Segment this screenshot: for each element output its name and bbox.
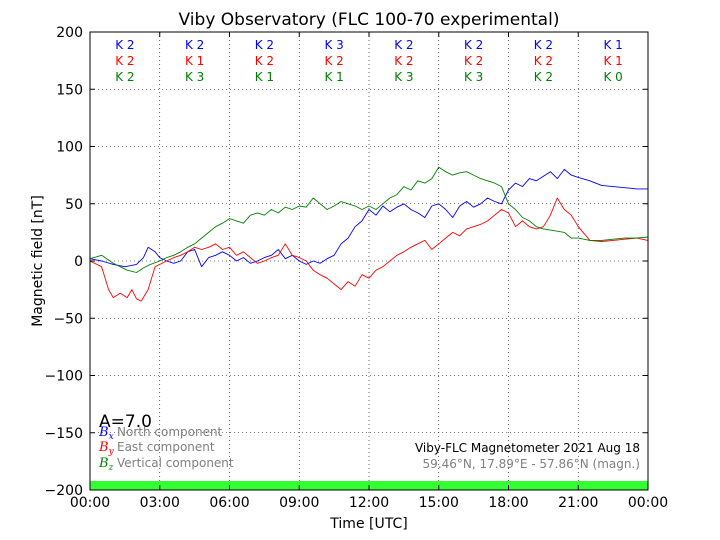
y-tick-label: −50 [53, 311, 83, 327]
legend-symbol-north: Bx [98, 425, 114, 442]
x-tick-label: 21:00 [558, 495, 598, 511]
x-tick-label: 18:00 [488, 495, 528, 511]
k-index-east: K 2 [324, 54, 343, 68]
series-line-north [90, 168, 648, 268]
k-index-vertical: K 3 [185, 70, 204, 84]
y-axis-title: Magnetic field [nT] [30, 195, 46, 327]
k-index-table: K 2 K 2 K 2 K 3 K 2 K 2 K 2 K 1 K 2 K 1 K 2 K 2 K 2 K… [115, 38, 623, 84]
series-line-east [90, 197, 648, 302]
k-index-north: K 1 [603, 38, 622, 52]
x-tick-label: 12:00 [349, 495, 389, 511]
x-tick-label: 09:00 [279, 495, 319, 511]
k-index-vertical: K 0 [603, 70, 622, 84]
k-index-vertical: K 2 [115, 70, 134, 84]
k-index-north: K 2 [255, 38, 274, 52]
legend-symbol-vertical: Bz [98, 456, 114, 473]
k-index-vertical: K 1 [255, 70, 274, 84]
x-tick-label: 06:00 [209, 495, 249, 511]
x-tick-label: 15:00 [419, 495, 459, 511]
k-index-north: K 2 [115, 38, 134, 52]
x-tick-label: 00:00 [628, 495, 668, 511]
axis-ticks: 00:00 03:00 06:00 09:00 12:00 15:00 18:00 21:00… [45, 25, 669, 511]
legend-label-east: East component [117, 440, 215, 454]
k-index-east: K 2 [534, 54, 553, 68]
k-index-vertical: K 1 [324, 70, 343, 84]
k-index-north: K 2 [394, 38, 413, 52]
legend-entry-vertical: Bz Vertical component [98, 456, 234, 473]
x-tick-label: 03:00 [140, 495, 180, 511]
x-axis-title: Time [UTC] [329, 516, 407, 532]
y-tick-label: −200 [45, 483, 83, 499]
y-tick-label: 50 [65, 197, 83, 213]
legend-label-vertical: Vertical component [117, 456, 234, 470]
k-index-vertical: K 2 [534, 70, 553, 84]
y-tick-label: −150 [45, 426, 83, 442]
legend-label-north: North component [117, 425, 223, 439]
instrument-caption: Viby-FLC Magnetometer 2021 Aug 18 [415, 441, 640, 455]
k-index-east: K 2 [255, 54, 274, 68]
k-index-vertical: K 3 [394, 70, 413, 84]
y-tick-label: 100 [56, 140, 83, 156]
a-index-label: A=7.0 [99, 412, 152, 432]
chart-title: Viby Observatory (FLC 100-70 experimenta… [179, 10, 560, 30]
y-tick-label: 150 [56, 82, 83, 98]
legend-entry-north: Bx North component [98, 425, 223, 442]
k-index-east: K 2 [394, 54, 413, 68]
k-index-east: K 2 [115, 54, 134, 68]
k-index-vertical: K 3 [464, 70, 483, 84]
y-tick-label: −100 [45, 369, 83, 385]
series-line-vertical [90, 166, 648, 273]
series-lines [90, 166, 648, 302]
y-tick-label: 0 [74, 254, 83, 270]
k-index-east: K 1 [185, 54, 204, 68]
legend: Bx North component By East component Bz … [98, 425, 234, 473]
location-caption: 59.46°N, 17.89°E - 57.86°N (magn.) [423, 457, 640, 471]
legend-entry-east: By East component [98, 440, 215, 457]
k-index-north: K 2 [464, 38, 483, 52]
k-index-north: K 2 [534, 38, 553, 52]
k-index-north: K 3 [324, 38, 343, 52]
k-index-east: K 1 [603, 54, 622, 68]
grid [90, 32, 648, 490]
legend-symbol-east: By [98, 440, 115, 457]
y-tick-label: 200 [56, 25, 83, 41]
k-index-east: K 2 [464, 54, 483, 68]
x-tick-label: 00:00 [70, 495, 110, 511]
k-index-north: K 2 [185, 38, 204, 52]
